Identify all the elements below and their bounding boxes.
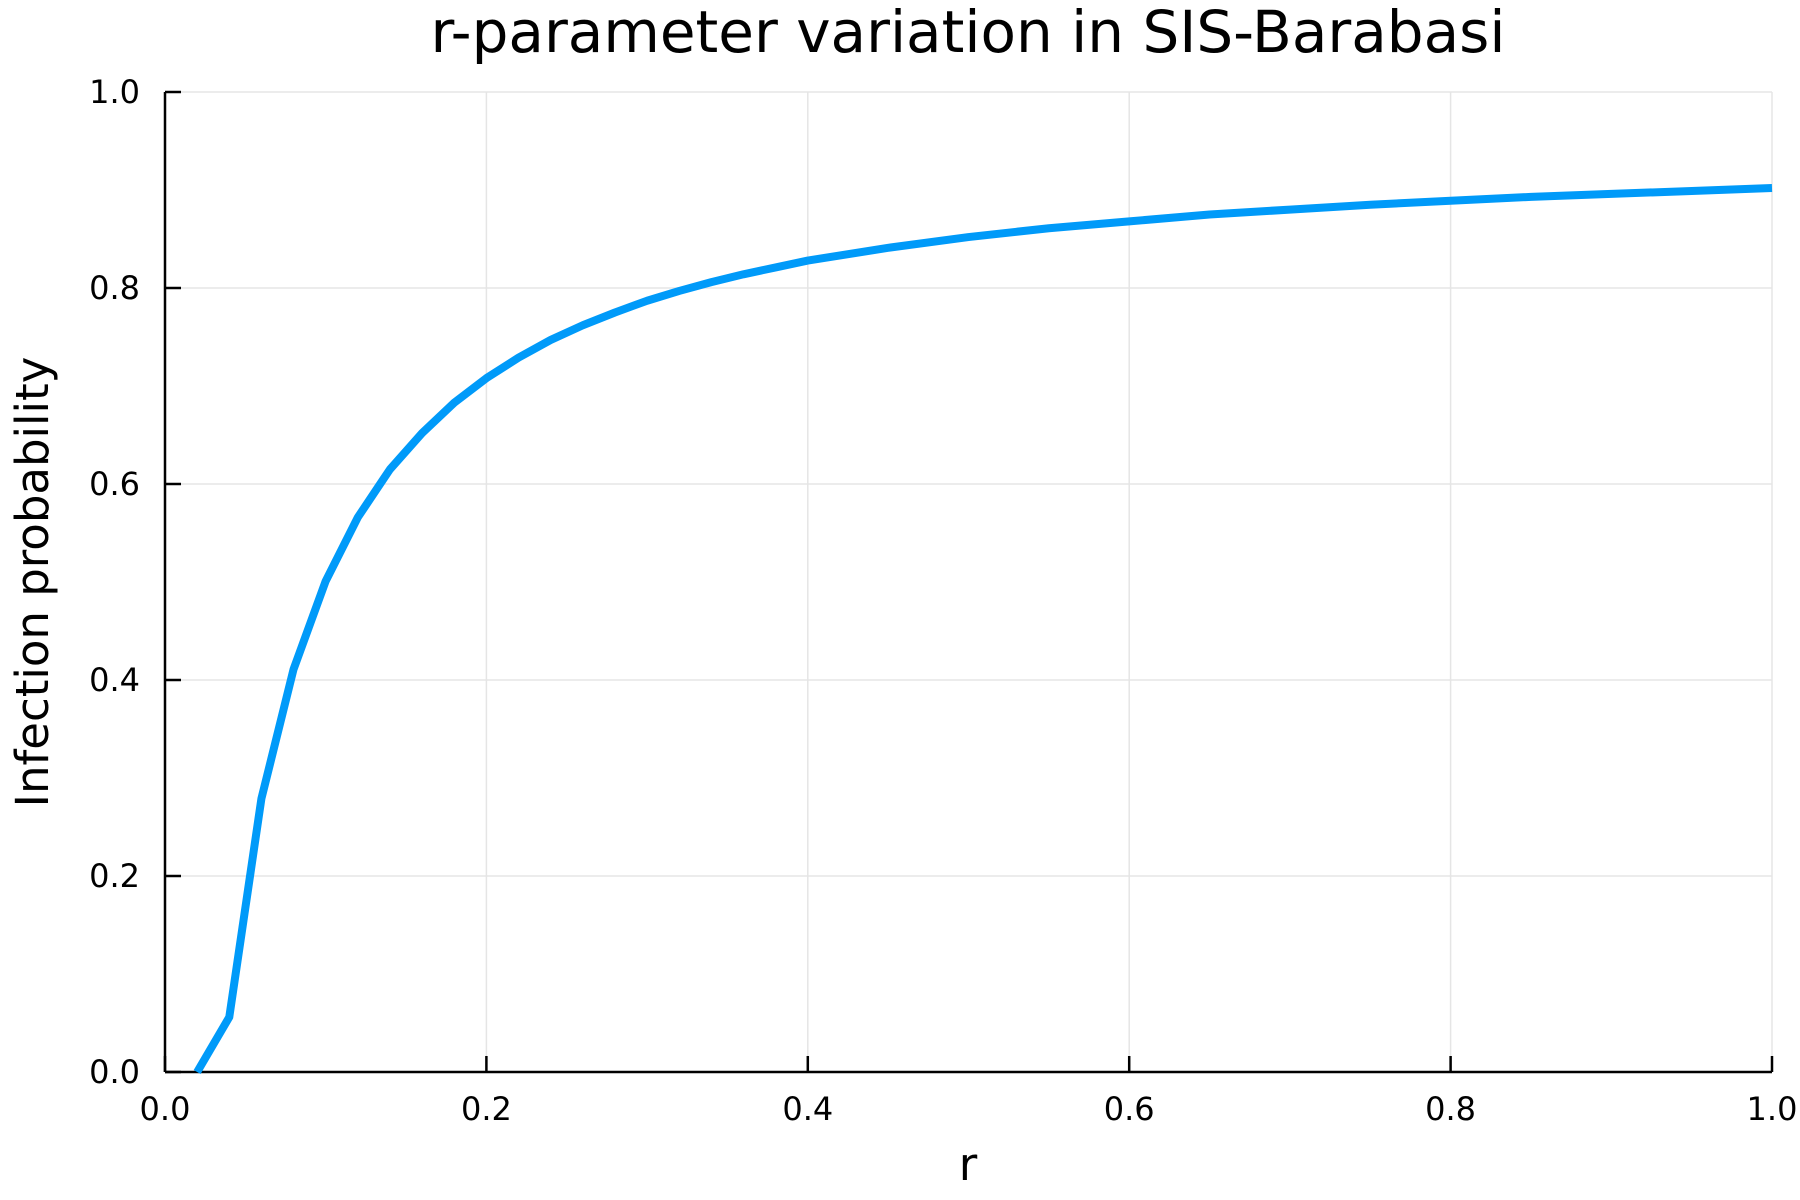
y-tick-label: 0.0 — [89, 1053, 140, 1091]
x-tick-label: 0.6 — [1104, 1090, 1155, 1128]
x-tick-label: 0.4 — [782, 1090, 833, 1128]
tick-labels: 0.0 0.2 0.4 0.6 0.8 1.0 0.0 0.2 0.4 0.6 0.8 1.0 — [89, 73, 1797, 1128]
x-tick-label: 0.0 — [140, 1090, 191, 1128]
series-line — [193, 184, 1773, 1075]
x-axis-label: r — [959, 1138, 978, 1191]
y-tick-label: 0.8 — [89, 269, 140, 307]
x-tick-label: 0.2 — [461, 1090, 512, 1128]
series — [193, 184, 1773, 1075]
x-tick-label: 0.8 — [1425, 1090, 1476, 1128]
y-tick-label: 0.4 — [89, 661, 140, 699]
y-tick-label: 0.2 — [89, 857, 140, 895]
ticks — [163, 90, 1774, 1074]
x-tick-label: 1.0 — [1747, 1090, 1798, 1128]
chart-title: r-parameter variation in SIS-Barabasi — [431, 0, 1506, 66]
y-axis-label: Infection probability — [6, 357, 59, 808]
y-tick-label: 1.0 — [89, 73, 140, 111]
axes — [163, 92, 1772, 1074]
y-tick-label: 0.6 — [89, 465, 140, 503]
